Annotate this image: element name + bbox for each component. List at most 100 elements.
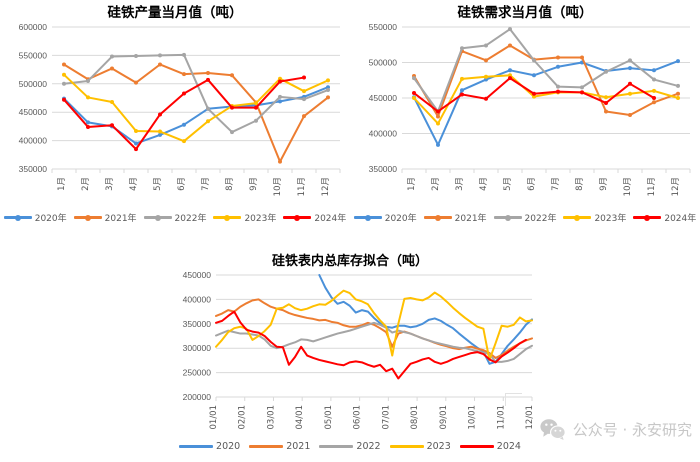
legend-label: 2021年 [454,214,487,224]
series-marker [580,85,584,90]
series-marker [628,81,632,86]
series-marker [278,159,282,164]
x-axis-tick-label: 10月 [623,177,633,196]
series-marker [134,128,138,133]
series-line-2022年 [63,53,329,134]
legend-swatch [633,214,662,221]
legend-item-2022[interactable]: 2022 [319,441,381,452]
series-marker [412,76,416,81]
chart-inventory-title: 硅铁表内总库存拟合（吨） [271,254,428,269]
series-marker [652,88,656,93]
legend-item-2023[interactable]: 2023 [389,441,451,452]
series-marker [206,77,210,82]
x-axis-tick-label: 7月 [551,177,561,191]
series-marker [158,62,162,67]
series-marker [206,106,210,111]
series-marker [182,91,186,96]
x-axis-tick-label: 10月 [273,177,283,196]
series-marker [484,43,488,48]
series-marker [62,72,66,77]
legend-item-2024[interactable]: 2024 [459,441,521,452]
series-marker [326,85,330,90]
x-axis-tick-label: 2月 [81,177,91,191]
series-marker [182,122,186,127]
x-axis-tick-label: 1月 [407,177,417,191]
series-marker [556,84,560,89]
x-axis-tick-label: 03/01 [266,405,276,430]
series-marker [604,100,608,105]
series-marker [86,78,90,83]
legend-swatch [283,214,312,221]
legend-item-2023年[interactable]: 2023年 [213,211,276,224]
series-marker [134,147,138,152]
series-marker [652,96,656,100]
series-marker [436,114,440,119]
legend-item-2020年[interactable]: 2020年 [3,211,67,224]
y-axis-tick-label: 400000 [369,129,398,139]
legend-item-2020[interactable]: 2020 [179,441,240,452]
series-marker [508,27,512,32]
legend-marker-dot [84,214,91,221]
series-marker [62,81,66,86]
legend-item-2020年[interactable]: 2020年 [353,211,417,224]
x-axis-tick-label: 11/01 [496,405,506,430]
chart-demand-plot: 350000 400000 450000 500000 550000 1月 2月 3月 4月 5月… [369,22,691,196]
chart-demand: 硅铁需求当月值（吨） 350000 400000 450000 500000 55000… [350,0,700,232]
series-marker [652,68,656,73]
legend-item-2021年[interactable]: 2021年 [73,211,137,224]
legend-label: 2020年 [384,214,417,224]
series-marker [436,109,440,114]
series-marker [254,118,258,123]
x-axis-tick-label: 06/01 [353,405,363,430]
series-marker [532,94,536,99]
series-marker [604,95,608,100]
series-marker [206,119,210,124]
series-marker [676,91,680,96]
series-marker [158,129,162,134]
chart-demand-legend: 2020年 2021年 2022年 2023年 2024年 [350,211,700,224]
series-marker [158,132,162,137]
series-marker [532,58,536,63]
series-marker [182,139,186,144]
chart-production-legend: 2020年 2021年 2022年 2023年 2024年 [0,211,350,224]
series-marker [230,130,234,135]
legend-label: 2022 [356,441,381,452]
series-marker [532,91,536,96]
series-line-2024年 [63,76,305,151]
series-marker [326,78,330,83]
series-line-2023 [215,289,533,361]
series-marker [86,120,90,125]
series-marker [436,121,440,126]
legend-marker-dot [294,214,301,221]
y-axis-tick-label: 550000 [19,50,48,60]
x-axis-tick-label: 05/01 [324,405,334,430]
series-marker [62,62,66,67]
series-marker [604,69,608,74]
x-axis-tick-label: 02/01 [238,405,248,430]
legend-item-2024年[interactable]: 2024年 [633,211,696,224]
legend-label: 2020年 [34,214,67,224]
legend-marker-dot [154,214,161,221]
x-axis-tick-label: 01/01 [209,405,219,430]
series-marker [110,66,114,71]
chart-inventory: 硅铁表内总库存拟合（吨） 200000 250000 300000 350000 400… [160,250,540,462]
legend-swatch [459,444,494,449]
legend-swatch [143,214,172,221]
series-marker [628,113,632,118]
legend-item-2022年[interactable]: 2022年 [143,211,206,224]
legend-item-2021[interactable]: 2021 [249,441,310,452]
x-axis-tick-label: 8月 [225,177,235,191]
series-marker [580,55,584,60]
series-marker [676,96,680,100]
series-line-2020年 [413,60,679,146]
chart-production-plot: 350000 400000 450000 500000 550000 600000 1月 2月… [19,22,341,196]
legend-item-2022年[interactable]: 2022年 [493,211,556,224]
series-marker [604,109,608,114]
series-marker [460,46,464,51]
x-axis-tick-label: 5月 [153,177,163,191]
legend-swatch [179,444,214,449]
series-marker [556,64,560,69]
legend-item-2021年[interactable]: 2021年 [423,211,487,224]
legend-item-2024年[interactable]: 2024年 [283,211,346,224]
legend-item-2023年[interactable]: 2023年 [563,211,626,224]
